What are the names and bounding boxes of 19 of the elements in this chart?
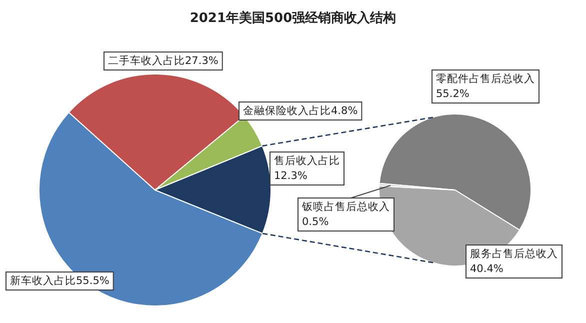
slice-label: 二手车收入占比27.3% bbox=[108, 54, 218, 67]
label: 金融保险收入占比4.8% bbox=[238, 102, 362, 120]
data-label: 0.5% bbox=[302, 216, 329, 228]
slice-label: 新车收入占比55.5% bbox=[10, 274, 110, 287]
label: 零配件占售后总收入 55.2% bbox=[432, 70, 540, 104]
slice-label: 金融保险收入占比4.8% bbox=[243, 104, 358, 117]
slice-label: 服务占售后总收入 bbox=[470, 247, 558, 260]
slice-label: 钣喷占售后总收入 bbox=[301, 200, 390, 213]
label: 二手车收入占比27.3% bbox=[104, 52, 223, 70]
chart-title: 2021年美国500强经销商收入结构 bbox=[190, 10, 396, 26]
label: 新车收入占比55.5% bbox=[6, 272, 114, 290]
label: 售后收入占比 12.3% bbox=[270, 152, 344, 186]
slice-label: 零配件占售后总收入 bbox=[436, 72, 535, 85]
label: 服务占售后总收入 40.4% bbox=[466, 244, 562, 278]
data-label: 55.2% bbox=[436, 88, 470, 100]
slice-label: 售后收入占比 bbox=[274, 154, 340, 167]
data-label: 40.4% bbox=[470, 263, 504, 275]
label: 钣喷占售后总收入 0.5% bbox=[298, 184, 394, 232]
data-label: 12.3% bbox=[274, 170, 308, 182]
